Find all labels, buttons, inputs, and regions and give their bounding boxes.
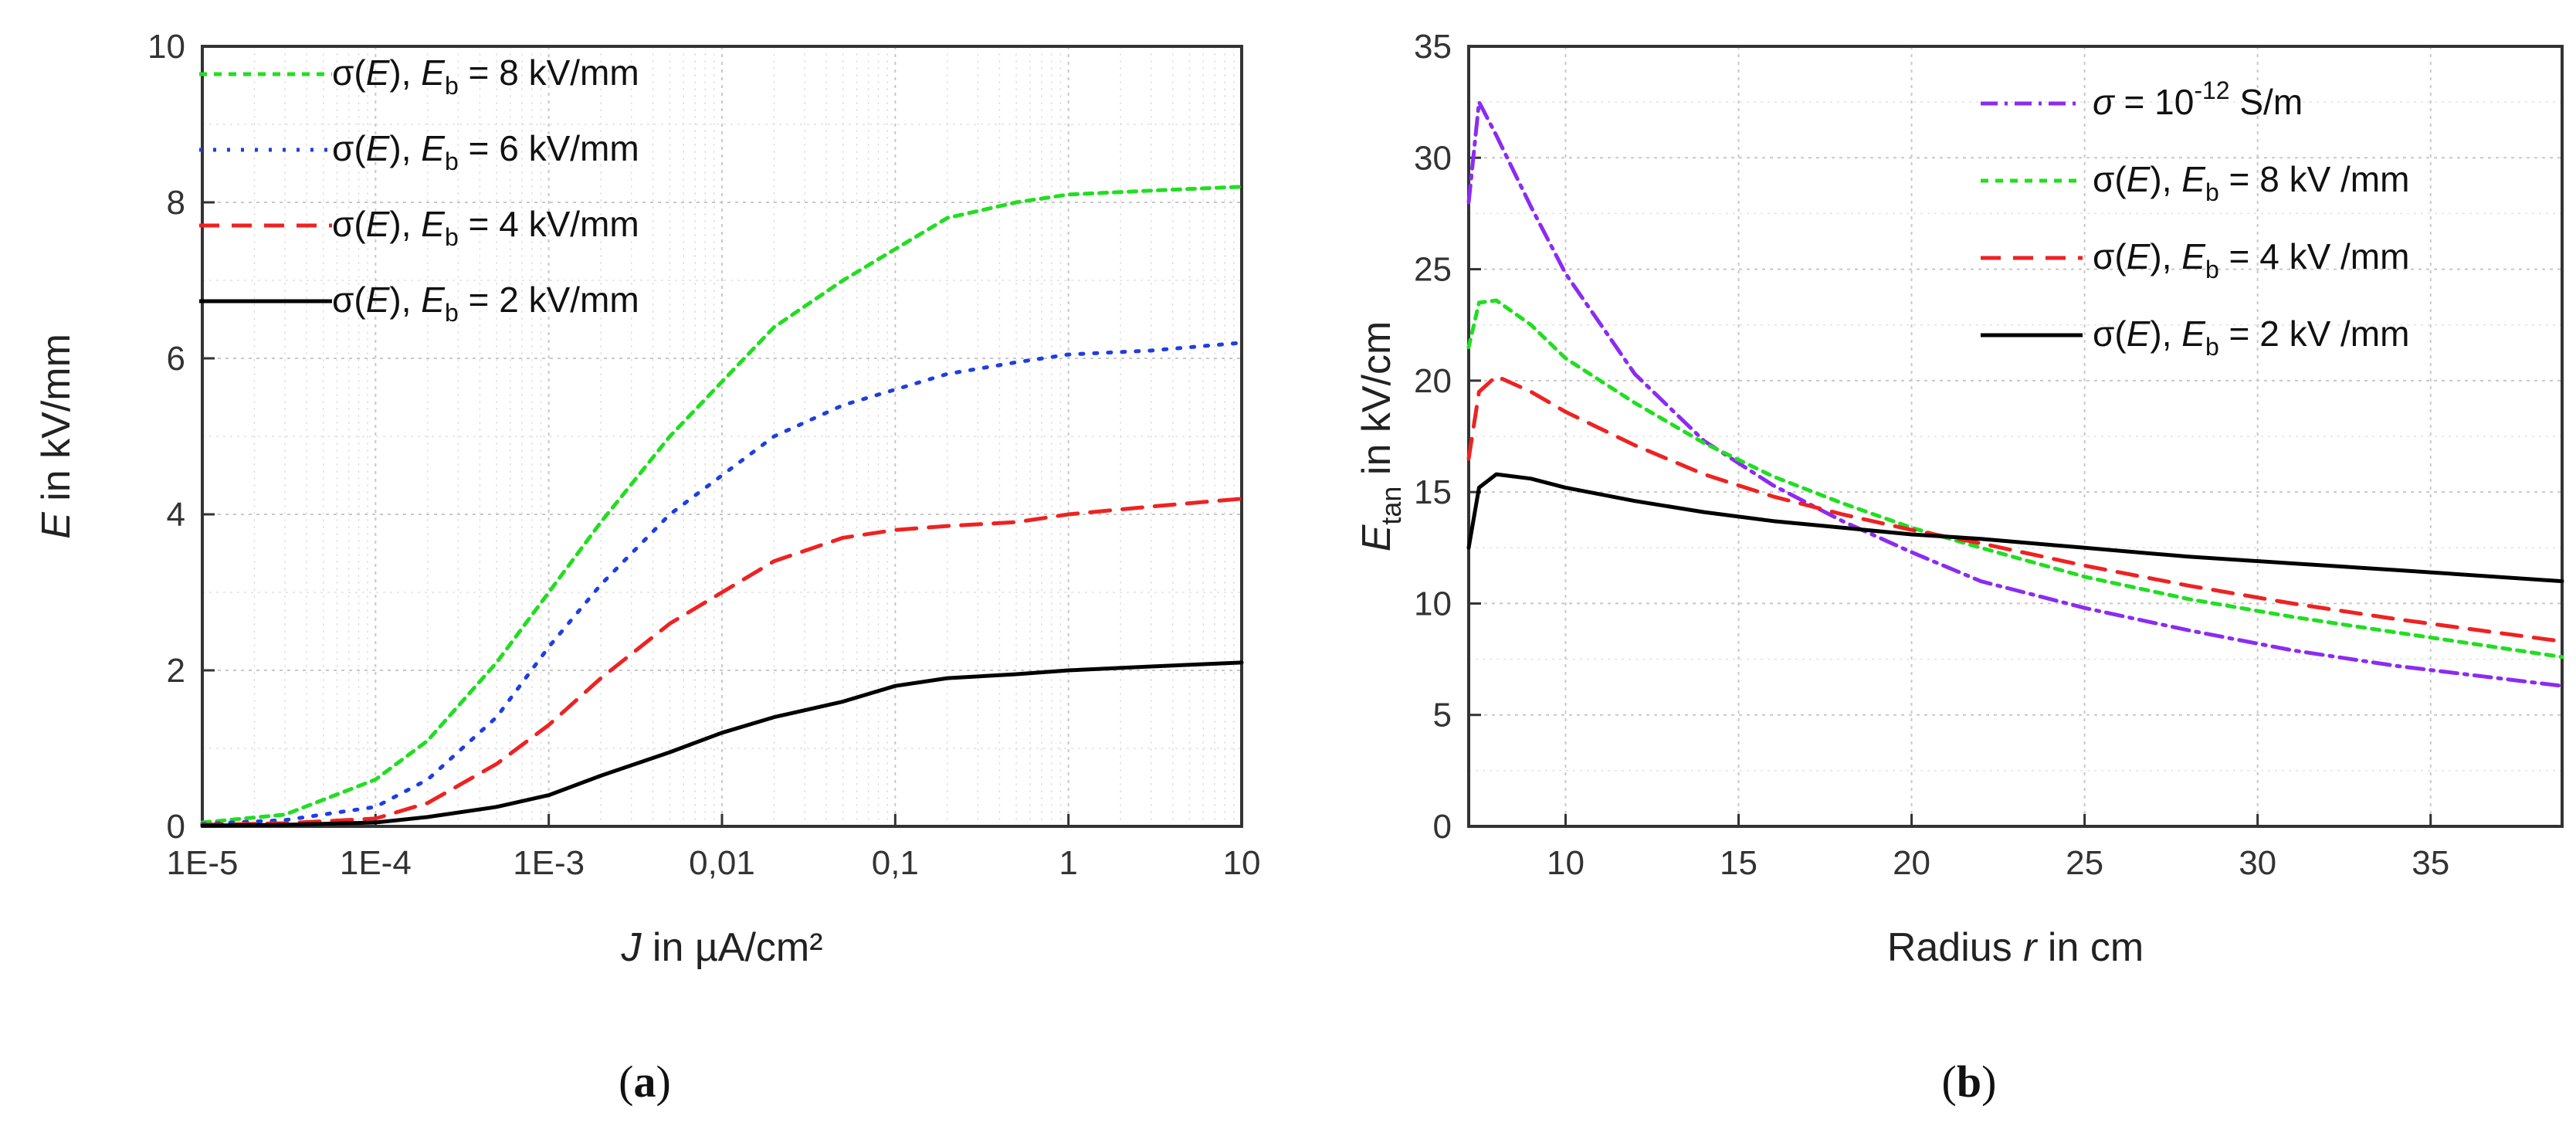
x-axis-label-pre-b: Radius [1887,925,2023,970]
y-axis-label-post-b: in kV/cm [1354,321,1399,487]
y-tick-label: 20 [1414,362,1452,400]
x-axis-label-rest-a: in µA/cm² [641,925,822,970]
x-tick-label: 20 [1893,844,1930,882]
grid-b [1469,46,2562,827]
y-tick-label: 2 [167,652,185,690]
x-axis-label-a: J in µA/cm² [620,925,822,970]
x-tick-label: 0,01 [689,844,755,882]
y-tick-label: 6 [167,340,185,378]
y-tick-label: 4 [167,496,185,534]
series-line [1466,298,2564,660]
y-axis-label-var-a: E [34,511,79,539]
series-line [1466,100,2564,688]
chart-panel-b: 10 15 20 25 30 35 0 5 10 15 20 25 30 35 σ = 10-12 S/m… [1354,28,2564,1107]
series-line [200,185,1244,825]
y-tick-label: 30 [1414,139,1452,177]
y-axis-label-var-b: E [1354,524,1399,551]
x-tick-label: 1E-5 [167,844,239,882]
series-a [200,185,1244,828]
legend-entry: σ(E), Eb = 2 kV/mm [332,280,639,327]
y-axis-label-a: E in kV/mm [34,334,79,539]
y-tick-label: 0 [167,808,185,846]
ticks-a: 1E-5 1E-4 1E-3 0,01 0,1 1 10 0 2 4 6 8 10 [147,28,1260,882]
legend-entry: σ(E), Eb = 4 kV/mm [332,204,639,251]
legend-entry: σ(E), Eb = 4 kV /mm [2093,236,2409,283]
x-tick-label: 1 [1059,844,1077,882]
legend-entry: σ(E), Eb = 6 kV/mm [332,128,639,175]
series-line [200,497,1244,827]
y-axis-label-rest-a: in kV/mm [34,334,79,512]
y-tick-label: 10 [147,28,185,66]
legend-entry: σ(E), Eb = 8 kV/mm [332,53,639,100]
series-line [200,660,1244,828]
series-line [1466,374,2564,643]
x-tick-label: 15 [1720,844,1757,882]
y-axis-label-b: Etan in kV/cm [1354,321,1407,552]
y-tick-label: 25 [1414,251,1452,289]
y-tick-label: 8 [167,184,185,222]
ticks-b: 10 15 20 25 30 35 0 5 10 15 20 25 30 35 [1414,28,2449,882]
panel-label-b: (b) [1942,1056,1997,1107]
x-tick-label: 10 [1223,844,1261,882]
panel-label-a: (a) [619,1056,671,1107]
series-b [1466,100,2564,688]
legend-a: σ(E), Eb = 8 kV/mm σ(E), Eb = 6 kV/mm σ(E)… [199,53,639,327]
x-axis-label-b: Radius r in cm [1887,925,2144,970]
x-tick-label: 1E-4 [340,844,412,882]
y-tick-label: 10 [1414,585,1452,622]
y-tick-label: 0 [1433,808,1452,846]
x-tick-label: 1E-3 [513,844,585,882]
x-tick-label: 25 [2066,844,2103,882]
x-tick-label: 10 [1547,844,1585,882]
x-tick-label: 35 [2412,844,2449,882]
chart-panel-a: 1E-5 1E-4 1E-3 0,01 0,1 1 10 0 2 4 6 8 10 σ(E), Eb =… [34,28,1260,1107]
y-tick-label: 5 [1433,697,1452,734]
y-axis-label-sub-b: tan [1375,487,1407,525]
legend-entry: σ(E), Eb = 8 kV /mm [2093,159,2409,206]
x-axis-label-var-b: r [2023,925,2039,970]
x-axis-label-var-a: J [620,925,642,970]
x-tick-label: 0,1 [872,844,919,882]
y-tick-label: 15 [1414,473,1452,511]
x-tick-label: 30 [2239,844,2276,882]
legend-b: σ = 10-12 S/m σ(E), Eb = 8 kV /mm σ(E), Eb… [1981,76,2409,361]
plot-frame-b [1467,45,2564,828]
x-axis-label-post-b: in cm [2036,925,2144,970]
legend-entry: σ(E), Eb = 2 kV /mm [2093,314,2409,361]
y-tick-label: 35 [1414,28,1452,66]
series-line [1466,472,2564,584]
legend-entry: σ = 10-12 S/m [2093,76,2303,122]
